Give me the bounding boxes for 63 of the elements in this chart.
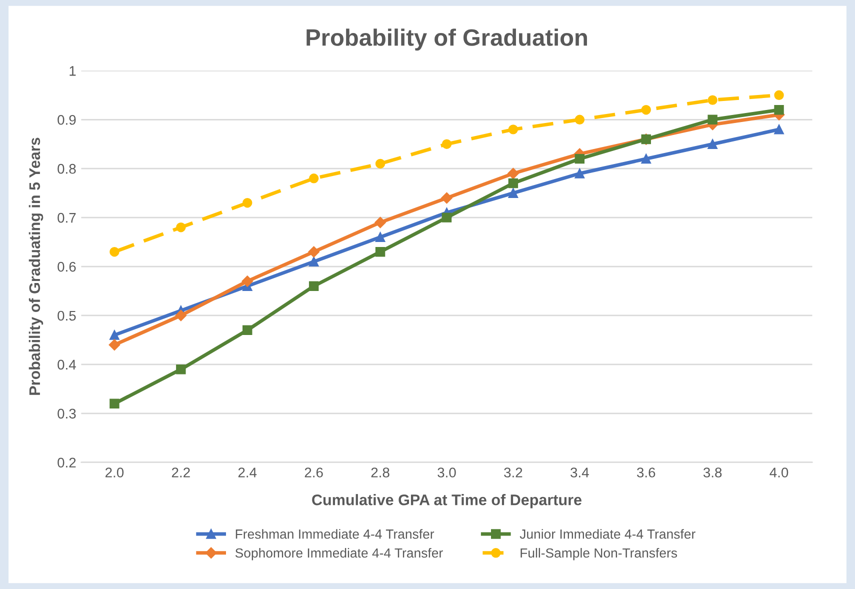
point [308,246,320,258]
point [175,310,187,322]
point [641,104,651,115]
y-axis-title: Probability of Graduating in 5 Years [28,138,44,395]
point [574,114,585,124]
point [508,178,518,188]
point [708,114,718,124]
point [641,154,651,164]
y-tick-label: 0.7 [58,212,76,223]
point [176,222,186,232]
point [574,154,585,164]
point [110,398,120,408]
x-tick-label: 3.8 [703,468,722,478]
y-tick-label: 0.4 [58,360,76,370]
point [375,158,386,169]
x-tick-label: 3.6 [636,468,656,478]
x-tick-label: 4.0 [770,468,788,478]
point [508,188,518,198]
point [242,198,252,208]
point [508,124,518,134]
x-tick-label: 3.0 [438,468,456,478]
point [774,124,784,134]
point [375,232,386,242]
x-tick-label: 2.8 [371,468,390,478]
legend-label: Sophomore Immediate 4-4 Transfer [235,548,443,560]
legend-label: Freshman Immediate 4-4 Transfer [236,529,434,539]
point [442,212,452,222]
point [308,256,319,266]
legend-label: Full-Sample Non-Transfers [520,548,678,560]
point [242,325,252,336]
point [774,90,784,100]
point [308,174,319,184]
point [708,95,718,105]
x-tick-label: 3.4 [570,468,589,478]
point [508,168,519,180]
y-tick-label: 0.5 [58,310,76,321]
point [110,246,120,257]
point [774,104,784,115]
y-tick-label: 0.2 [58,458,76,468]
y-tick-label: 0.6 [58,262,76,272]
legend-label: Junior Immediate 4-4 Transfer [520,529,696,539]
y-tick-label: 0.3 [58,408,76,419]
point [442,139,452,149]
point [441,192,452,204]
point [242,276,253,287]
x-tick-label: 3.2 [504,468,522,478]
x-axis-title: Cumulative GPA at Time of Departure [312,494,582,508]
point [108,339,120,350]
point [176,364,186,374]
chart-title: Probability of Graduation [306,28,587,51]
x-tick-label: 2.6 [304,468,323,478]
x-tick-label: 2.4 [238,468,257,478]
x-tick-label: 2.0 [106,468,124,478]
point [374,216,386,228]
y-tick-label: 1 [70,66,76,76]
point [110,330,120,340]
y-tick-label: 0.9 [58,114,76,125]
point [574,168,585,178]
point [308,281,319,291]
x-tick-label: 2.2 [172,468,190,478]
point [708,139,718,149]
y-tick-label: 0.8 [58,164,76,174]
point [375,246,386,257]
